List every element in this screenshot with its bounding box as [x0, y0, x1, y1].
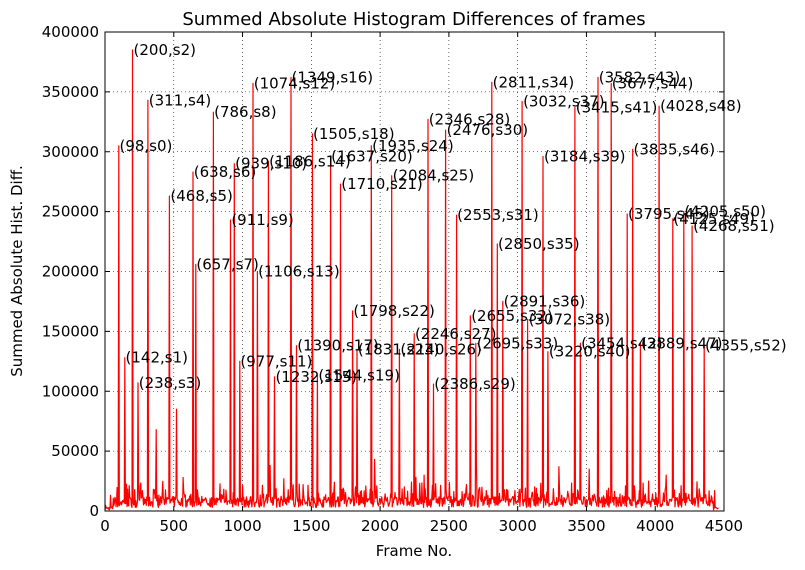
peak-annotations: (98,s0)(142,s1)(200,s2)(238,s3)(311,s4)(… [119, 41, 786, 393]
peak-annotation: (3072,s38) [529, 310, 611, 328]
peak-annotation: (1106,s13) [258, 263, 340, 281]
peak-annotation: (3184,s39) [544, 148, 626, 166]
peak-annotation: (3835,s46) [634, 140, 716, 158]
peak-annotation: (1505,s18) [313, 125, 395, 143]
y-tick-label: 50000 [51, 442, 99, 460]
x-tick-label: 1000 [223, 517, 261, 535]
peak-annotation: (3220,s40) [549, 343, 631, 361]
peak-annotation: (3677,s44) [612, 74, 694, 92]
y-tick-label: 100000 [42, 382, 99, 400]
y-axis-label: Summed Absolute Hist. Diff. [8, 165, 26, 377]
peak-annotation: (2140,s26) [400, 340, 482, 358]
peak-annotation: (3795,s45) [628, 205, 710, 223]
y-tick-label: 200000 [42, 263, 99, 281]
y-tick-label: 350000 [42, 83, 99, 101]
x-tick-label: 3500 [567, 517, 605, 535]
peak-annotation: (1390,s17) [297, 337, 379, 355]
x-tick-label: 1500 [292, 517, 330, 535]
x-tick-label: 2500 [430, 517, 468, 535]
peak-annotation: (1831,s23) [358, 340, 440, 358]
peak-annotation: (977,s11) [240, 352, 312, 370]
peak-annotation: (2386,s29) [434, 375, 516, 393]
peak-annotation: (238,s3) [139, 374, 201, 392]
peak-annotation: (1798,s22) [353, 302, 435, 320]
x-tick-label: 2000 [361, 517, 399, 535]
diff-series-line [104, 49, 719, 511]
peak-annotation: (1349,s16) [292, 69, 374, 87]
y-tick-label: 0 [89, 502, 99, 520]
peak-annotation: (2084,s25) [393, 167, 475, 185]
peak-annotation: (657,s7) [196, 255, 258, 273]
chart-title: Summed Absolute Histogram Differences of… [182, 9, 645, 30]
peak-annotation: (98,s0) [119, 137, 172, 155]
peak-annotation: (1710,s21) [341, 175, 423, 193]
x-tick-label: 4500 [705, 517, 743, 535]
peak-annotation: (2553,s31) [457, 206, 539, 224]
peak-annotation: (3415,s41) [576, 98, 658, 116]
peak-annotation: (1232,s15) [275, 368, 357, 386]
peak-annotation: (939,s10) [235, 155, 307, 173]
peak-annotation: (2695,s33) [477, 334, 559, 352]
peak-annotation: (3454,s42) [581, 334, 663, 352]
peak-annotation: (3889,s47) [641, 334, 723, 352]
peak-annotation: (1637,s20) [331, 148, 413, 166]
peak-annotation: (1544,s19) [318, 367, 400, 385]
peak-annotation: (4205,s50) [684, 203, 766, 221]
x-tick-label: 0 [100, 517, 110, 535]
x-tick-label: 500 [159, 517, 188, 535]
peak-annotation: (200,s2) [134, 41, 196, 59]
peak-annotation: (2346,s28) [429, 110, 511, 128]
peak-annotation: (1074,s12) [254, 74, 336, 92]
y-tick-label: 250000 [42, 203, 99, 221]
x-tick-label: 3000 [499, 517, 537, 535]
y-tick-label: 400000 [42, 23, 99, 41]
peak-annotation: (786,s8) [214, 103, 276, 121]
peak-annotation: (4355,s52) [705, 337, 787, 355]
peak-annotation: (468,s5) [170, 187, 232, 205]
peak-annotation: (2811,s34) [493, 73, 575, 91]
peak-annotation: (1186,s14) [269, 152, 351, 170]
peak-annotation: (2850,s35) [498, 235, 580, 253]
peak-annotation: (1935,s24) [372, 137, 454, 155]
peak-annotation: (911,s9) [231, 211, 293, 229]
plot-area [104, 49, 719, 511]
peak-annotation: (311,s4) [149, 91, 211, 109]
peak-annotation: (2655,s32) [471, 307, 553, 325]
peak-annotation: (4028,s48) [660, 97, 742, 115]
peak-annotation: (2246,s27) [415, 325, 497, 343]
y-tick-label: 300000 [42, 143, 99, 161]
x-axis-label: Frame No. [376, 542, 452, 560]
y-tick-label: 150000 [42, 322, 99, 340]
peak-annotation: (2476,s30) [447, 121, 529, 139]
peak-annotation: (638,s6) [194, 163, 256, 181]
x-tick-label: 4000 [636, 517, 674, 535]
peak-annotation: (4125,s49) [673, 210, 755, 228]
peak-annotation: (142,s1) [126, 349, 188, 367]
peak-annotation: (3032,s37) [523, 92, 605, 110]
peak-annotation: (2891,s36) [504, 292, 586, 310]
peak-annotation: (3582,s43) [599, 69, 681, 87]
peak-annotation: (4268,s51) [693, 217, 775, 235]
axis-ticks: 0 500 1000 1500 2000 2500 3000 3500 4000 4500 0 500… [42, 23, 743, 535]
